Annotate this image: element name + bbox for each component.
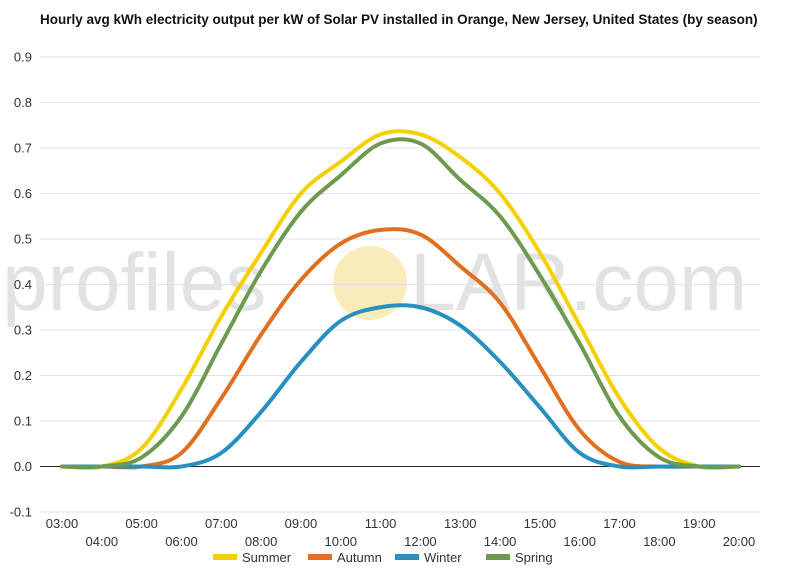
legend-label: Summer xyxy=(242,550,292,565)
legend-item-spring[interactable]: Spring xyxy=(486,550,553,565)
legend-swatch xyxy=(395,554,419,560)
x-tick-label: 05:00 xyxy=(125,516,158,531)
x-tick-label: 08:00 xyxy=(245,534,278,549)
watermark-right-text: LAR.com xyxy=(410,237,747,328)
series-line-spring xyxy=(60,137,741,470)
x-axis-ticks: 03:00 04:00 05:00 06:00 07:00 08:00 09:00 10:00… xyxy=(46,516,756,549)
watermark: profiles LAR.com xyxy=(2,237,747,328)
x-tick-label: 06:00 xyxy=(165,534,198,549)
legend-label: Spring xyxy=(515,550,553,565)
y-tick-label: 0.1 xyxy=(14,414,32,429)
y-tick-label: -0.1 xyxy=(10,505,32,520)
legend-label: Winter xyxy=(424,550,462,565)
x-tick-label: 13:00 xyxy=(444,516,477,531)
series-line-summer xyxy=(60,129,741,470)
x-tick-label: 17:00 xyxy=(603,516,636,531)
x-tick-label: 14:00 xyxy=(484,534,517,549)
y-tick-label: 0.9 xyxy=(14,50,32,65)
y-tick-label: 0.2 xyxy=(14,368,32,383)
y-tick-label: 0.3 xyxy=(14,323,32,338)
series-line-winter xyxy=(60,303,741,470)
watermark-sun-icon xyxy=(333,246,407,320)
y-tick-label: 0.4 xyxy=(14,277,32,292)
x-tick-label: 18:00 xyxy=(643,534,676,549)
series-line-autumn xyxy=(60,227,741,470)
y-tick-label: 0.0 xyxy=(14,459,32,474)
chart-title: Hourly avg kWh electricity output per kW… xyxy=(40,12,758,27)
x-tick-label: 20:00 xyxy=(723,534,756,549)
x-tick-label: 07:00 xyxy=(205,516,238,531)
x-tick-label: 16:00 xyxy=(563,534,596,549)
x-tick-label: 19:00 xyxy=(683,516,716,531)
x-tick-label: 09:00 xyxy=(285,516,318,531)
y-tick-label: 0.7 xyxy=(14,141,32,156)
x-tick-label: 10:00 xyxy=(324,534,357,549)
legend-swatch xyxy=(486,554,510,560)
legend-item-autumn[interactable]: Autumn xyxy=(308,550,382,565)
y-tick-label: 0.6 xyxy=(14,186,32,201)
series-lines xyxy=(60,129,741,470)
legend-item-summer[interactable]: Summer xyxy=(213,550,292,565)
x-tick-label: 11:00 xyxy=(365,516,397,531)
y-axis-ticks: -0.1 0.0 0.1 0.2 0.3 0.4 0.5 0.6 0.7 0.8 0.9 xyxy=(10,50,32,520)
x-tick-label: 03:00 xyxy=(46,516,79,531)
x-tick-label: 12:00 xyxy=(404,534,437,549)
y-tick-label: 0.5 xyxy=(14,232,32,247)
legend-swatch xyxy=(213,554,237,560)
watermark-left-text: profiles xyxy=(2,237,266,328)
legend-item-winter[interactable]: Winter xyxy=(395,550,462,565)
x-tick-label: 15:00 xyxy=(524,516,557,531)
legend: Summer Autumn Winter Spring xyxy=(213,550,553,565)
x-tick-label: 04:00 xyxy=(86,534,119,549)
legend-swatch xyxy=(308,554,332,560)
legend-label: Autumn xyxy=(337,550,382,565)
y-tick-label: 0.8 xyxy=(14,95,32,110)
